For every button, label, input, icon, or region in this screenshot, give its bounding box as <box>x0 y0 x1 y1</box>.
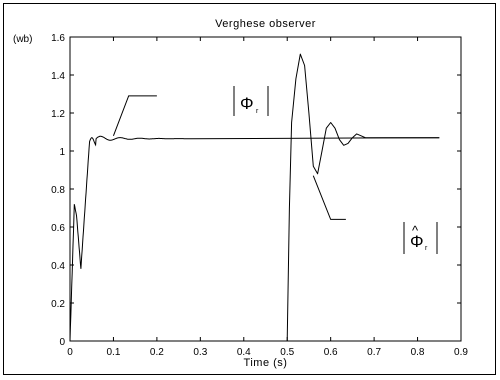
y-tick-label: 0 <box>59 337 65 348</box>
x-tick-label: 0.1 <box>106 347 120 358</box>
y-tick-label: 1.2 <box>51 109 65 120</box>
annotation-hat: ^ <box>412 223 419 238</box>
annotation-leader-phi <box>112 95 157 136</box>
annotation-label-phi: Φ <box>240 94 254 113</box>
y-tick-label: 1.6 <box>51 33 65 44</box>
y-axis-label: (wb) <box>13 34 32 45</box>
x-tick-label: 0.6 <box>324 347 338 358</box>
figure-frame: Verghese observer (wb) Time (s) 0 0.1 0.2 0.3 0… <box>3 3 496 375</box>
y-tick-label: 0.6 <box>51 223 65 234</box>
x-tick-label: 0.2 <box>150 347 164 358</box>
x-tick-label: 0 <box>67 347 73 358</box>
x-tick-label: 0.4 <box>237 347 251 358</box>
x-tick-label: 0.7 <box>367 347 381 358</box>
x-tick-label: 0.8 <box>411 347 425 358</box>
x-tick-label: 0.3 <box>193 347 207 358</box>
annotation-subscript: r <box>256 108 259 115</box>
annotation-leader-phi-hat <box>312 175 346 220</box>
y-tick-label: 0.4 <box>51 261 65 272</box>
series-line-phi-hat <box>286 53 440 342</box>
annotation-label-phi-hat: Φ <box>410 232 424 251</box>
y-tick-label: 0.8 <box>51 185 65 196</box>
x-tick-label: 0.9 <box>454 347 468 358</box>
chart-title: Verghese observer <box>215 18 316 30</box>
y-tick-label: 1 <box>59 147 65 158</box>
y-tick-label: 0.2 <box>51 299 65 310</box>
x-axis-label: Time (s) <box>244 357 288 369</box>
chart: Verghese observer (wb) Time (s) 0 0.1 0.2 0.3 0… <box>13 18 468 369</box>
x-tick-label: 0.5 <box>280 347 294 358</box>
y-tick-label: 1.4 <box>51 71 65 82</box>
plot-area-border <box>69 36 462 342</box>
series-line-phi <box>69 135 440 342</box>
annotation-subscript-2: r <box>425 245 428 252</box>
